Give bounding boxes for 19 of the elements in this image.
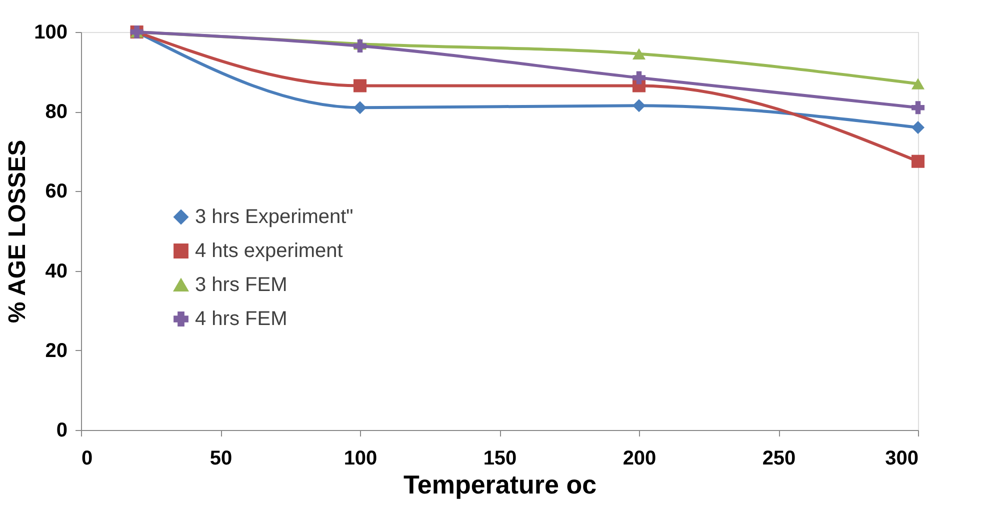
x-tick-label: 100 (344, 448, 378, 470)
legend-label: 3 hrs Experiment" (195, 206, 354, 228)
y-axis-title: % AGE LOSSES (4, 140, 32, 324)
x-tick-label: 0 (82, 448, 93, 470)
legend-label: 4 hts experiment (195, 240, 344, 262)
x-tick-label: 200 (622, 448, 656, 470)
y-tick-label: 80 (45, 101, 68, 124)
x-tick-label: 150 (483, 448, 517, 470)
x-tick-label: 250 (762, 448, 796, 470)
legend-label: 3 hrs FEM (195, 274, 288, 296)
legend-label: 4 hrs FEM (195, 308, 288, 330)
y-tick-label: 0 (56, 420, 68, 442)
x-tick-label: 50 (210, 448, 232, 470)
x-tick-label: 300 (885, 448, 918, 470)
y-tick-label: 40 (45, 260, 68, 282)
y-tick-label: 100 (34, 22, 68, 44)
y-tick-label: 60 (45, 180, 68, 203)
y-tick-label: 20 (45, 340, 68, 362)
x-axis-title: Temperature oc (403, 470, 597, 500)
